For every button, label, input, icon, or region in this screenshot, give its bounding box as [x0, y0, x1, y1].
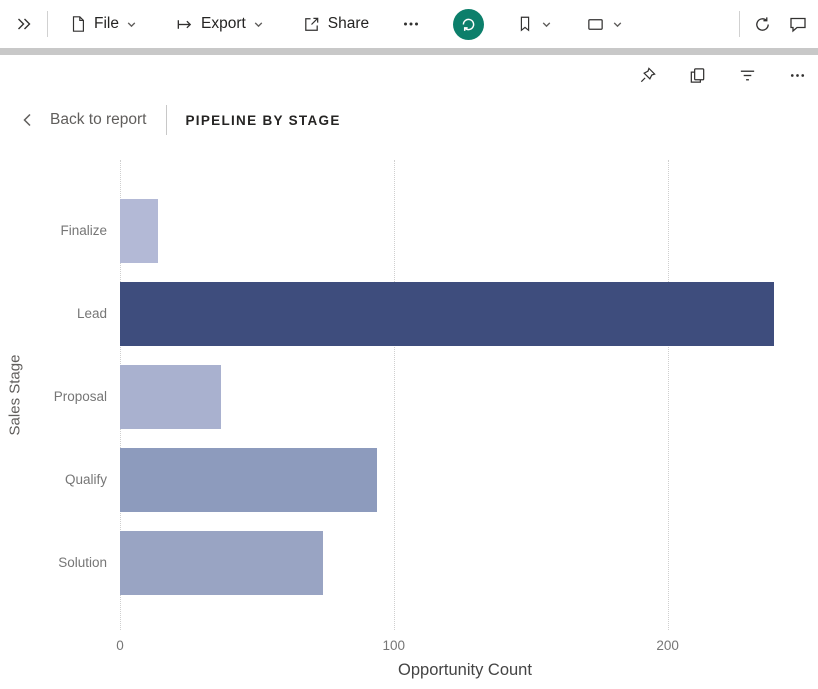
pin-icon	[640, 66, 656, 82]
bar-chart: Sales Stage Finalize Lead Proposal Qualify S…	[0, 145, 818, 689]
x-tick-label: 200	[656, 638, 679, 653]
comments-button[interactable]	[784, 8, 812, 40]
bar-proposal[interactable]	[120, 365, 222, 429]
bookmark-icon	[520, 16, 530, 32]
chevron-down-icon	[127, 21, 136, 27]
gridline	[393, 160, 395, 630]
refresh-icon	[756, 16, 769, 31]
filter-lines-icon	[740, 70, 755, 80]
toolbar-separator	[739, 11, 740, 37]
pin-visual-button[interactable]	[635, 63, 660, 88]
share-icon	[304, 17, 319, 31]
filter-button[interactable]	[735, 63, 760, 88]
visual-header-actions	[0, 55, 818, 95]
file-icon	[72, 16, 84, 32]
bookmarks-button[interactable]	[512, 9, 556, 39]
category-label: Finalize	[60, 223, 107, 238]
export-menu-button[interactable]: Export	[171, 9, 268, 40]
ellipsis-horizontal-icon	[790, 73, 805, 77]
x-axis-title: Opportunity Count	[398, 661, 532, 679]
double-chevron-right-icon	[18, 18, 31, 30]
comment-bubble-icon	[790, 17, 806, 33]
file-menu-button[interactable]: File	[65, 9, 141, 39]
category-label: Qualify	[64, 472, 107, 487]
visual-more-options-button[interactable]	[785, 63, 810, 88]
category-label: Lead	[76, 306, 107, 321]
chevron-down-icon	[613, 21, 622, 27]
rectangle-view-icon	[588, 18, 603, 30]
horizontal-scrollbar[interactable]	[0, 48, 818, 55]
ellipsis-horizontal-icon	[404, 22, 419, 26]
title-separator	[165, 105, 167, 135]
category-label: Proposal	[53, 389, 107, 404]
chevron-left-icon	[23, 113, 31, 127]
view-mode-button[interactable]	[582, 9, 627, 40]
back-to-report-button[interactable]: Back to report	[20, 111, 147, 129]
back-to-report-label: Back to report	[50, 111, 147, 128]
export-menu-label: Export	[200, 15, 246, 32]
chevron-down-icon	[542, 21, 551, 27]
more-options-button[interactable]	[397, 8, 425, 40]
copy-icon	[690, 67, 705, 83]
export-icon	[177, 19, 192, 29]
category-label: Solution	[58, 555, 107, 570]
bar-lead[interactable]	[120, 282, 775, 346]
toolbar-separator	[47, 11, 48, 37]
expand-toolbar-button[interactable]	[10, 8, 38, 40]
bar-solution[interactable]	[120, 531, 323, 595]
x-tick-label: 0	[116, 638, 124, 653]
toolbar-right-group	[730, 8, 812, 40]
file-menu-label: File	[94, 15, 119, 32]
share-button[interactable]: Share	[298, 9, 373, 40]
reset-circular-arrow-icon	[462, 18, 475, 31]
share-button-label: Share	[327, 15, 370, 32]
x-tick-label: 100	[382, 638, 406, 653]
chevron-down-icon	[254, 21, 263, 27]
category-labels: Finalize Lead Proposal Qualify Solution	[0, 145, 107, 689]
plot-area	[120, 160, 810, 630]
gridline	[667, 160, 669, 630]
refresh-button[interactable]	[749, 9, 776, 40]
reset-default-button[interactable]	[453, 8, 485, 40]
page-title: PIPELINE BY STAGE	[185, 112, 341, 128]
bar-qualify[interactable]	[120, 448, 378, 512]
breadcrumb-row: Back to report PIPELINE BY STAGE	[0, 95, 818, 145]
copy-visual-button[interactable]	[685, 63, 710, 88]
bar-finalize[interactable]	[120, 199, 159, 263]
top-toolbar: File Export Share	[0, 0, 818, 48]
